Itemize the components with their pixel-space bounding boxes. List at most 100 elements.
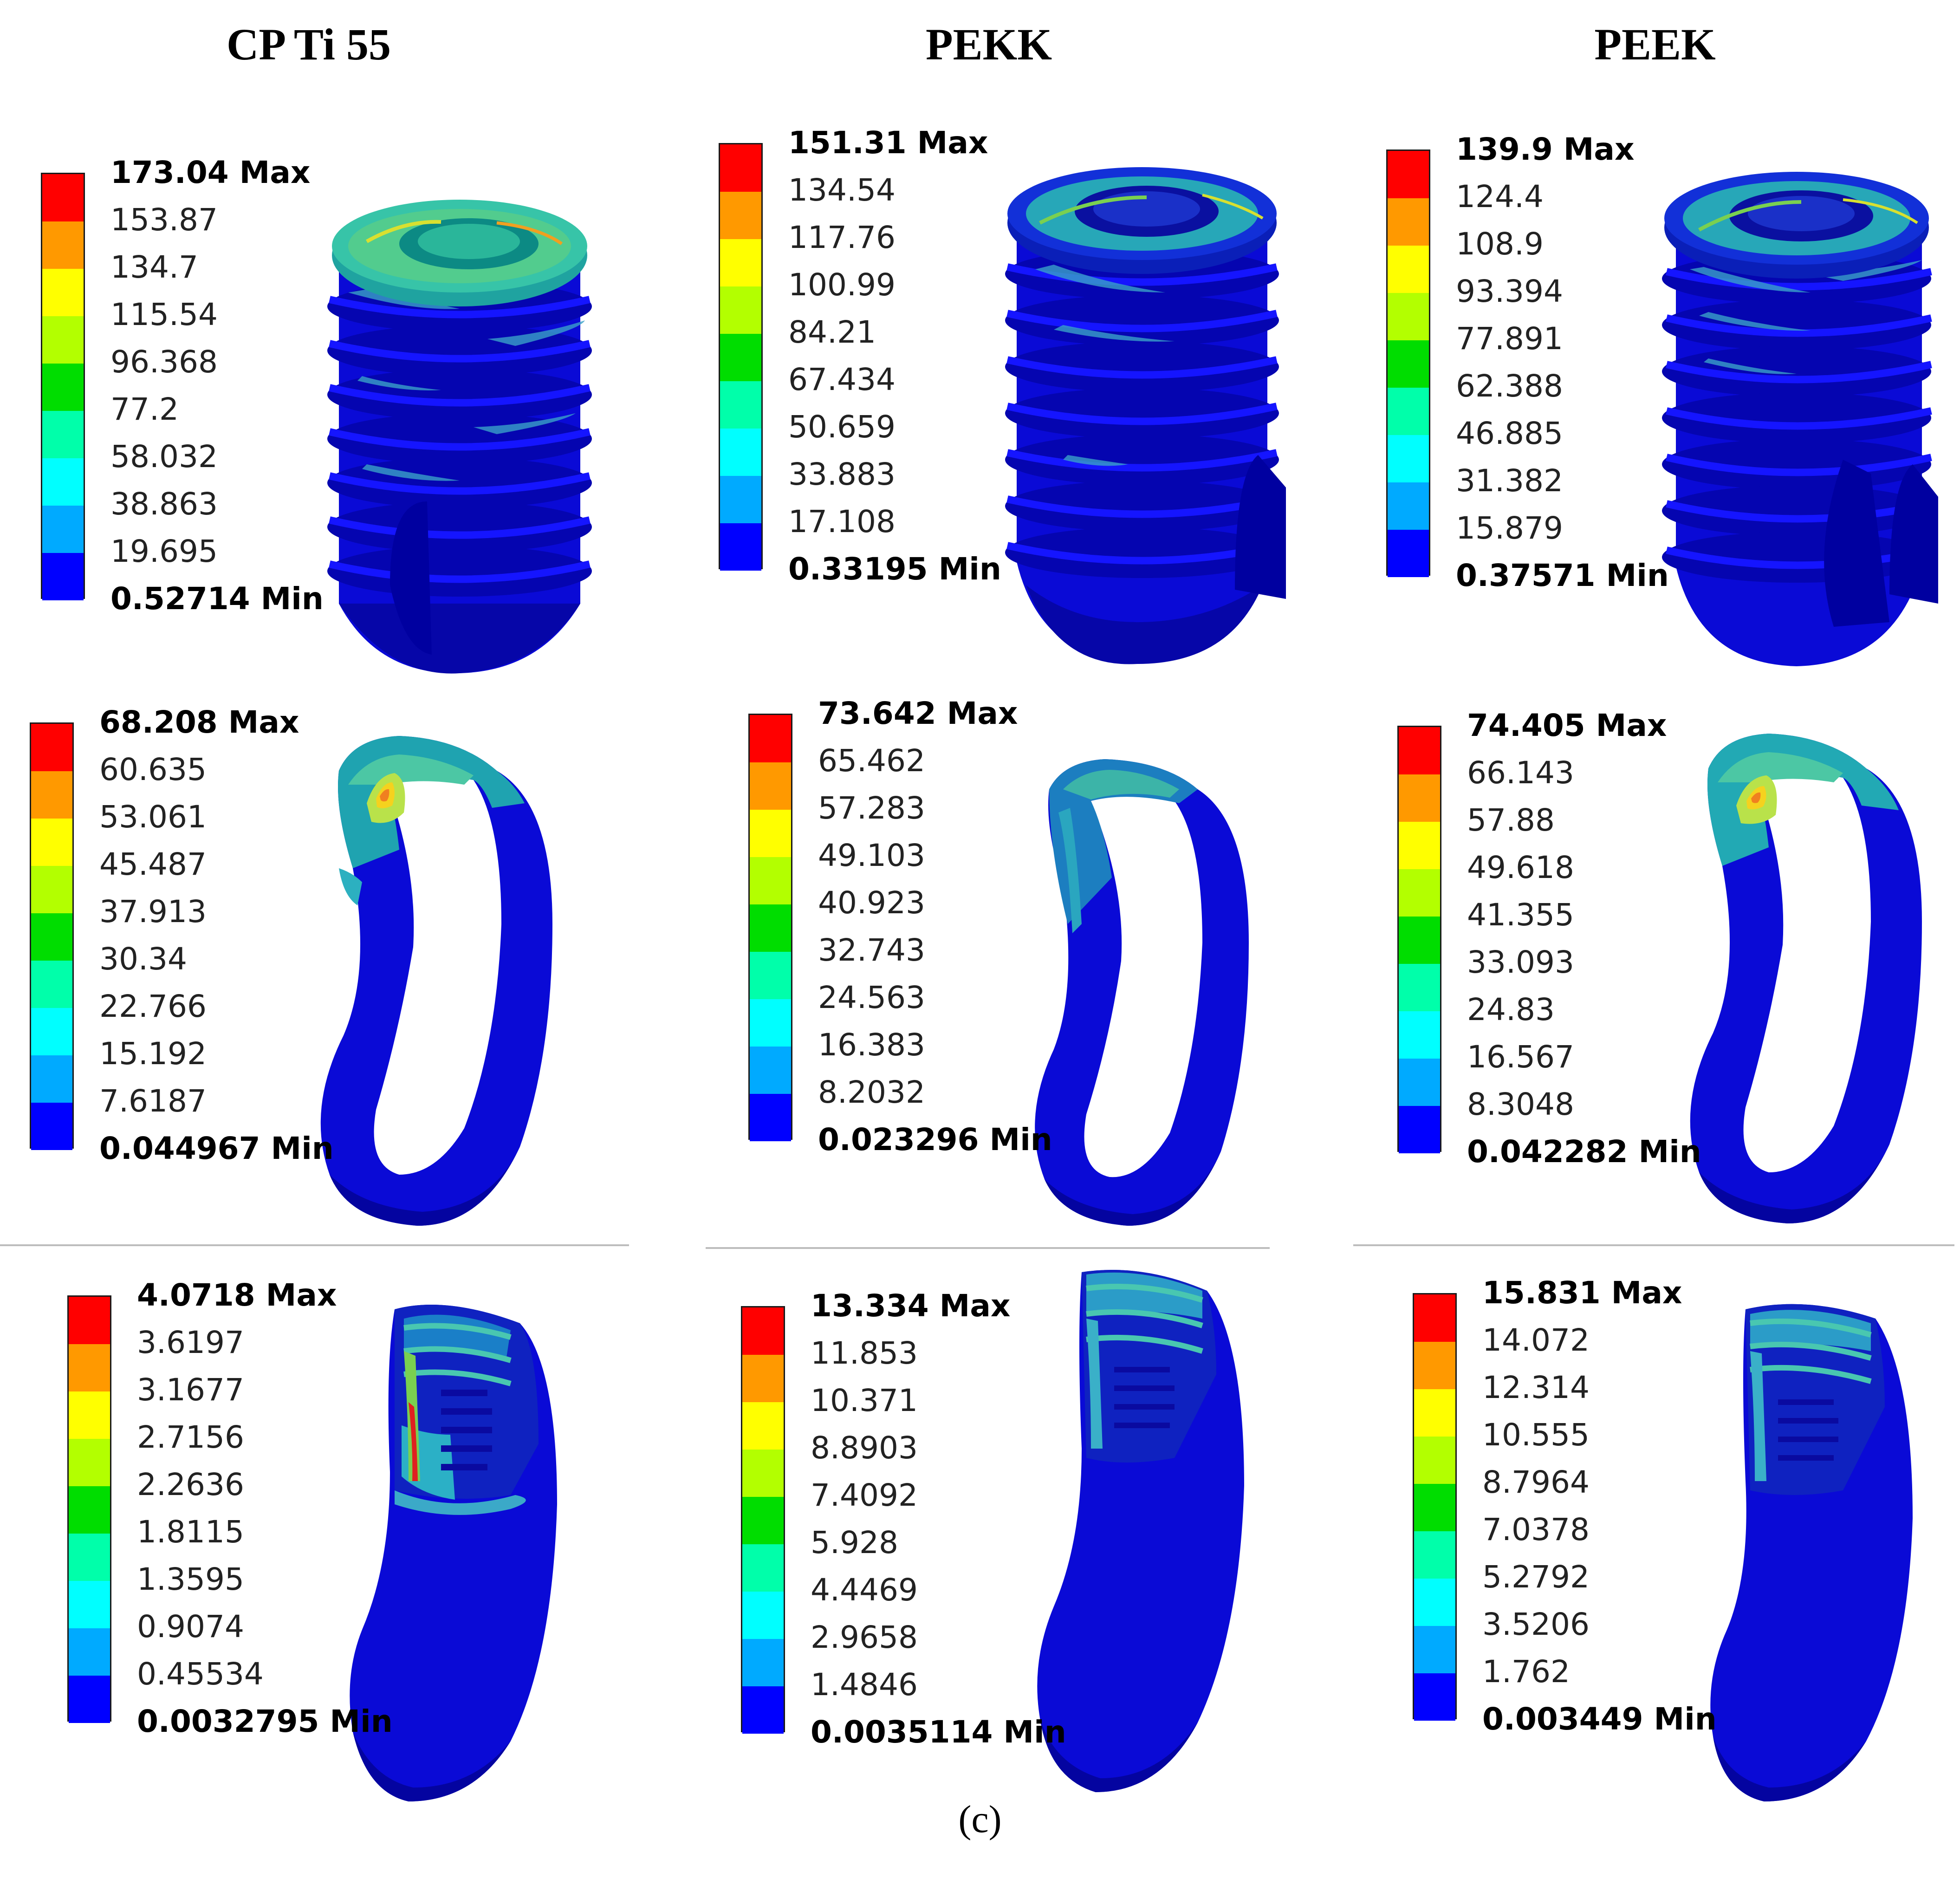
row-divider [706, 1247, 1270, 1249]
legend-colorbar [30, 722, 74, 1150]
legend-band [1388, 435, 1429, 482]
legend-band [69, 1391, 110, 1439]
legend-tick-label: 4.4469 [811, 1572, 918, 1608]
legend-tick-label: 5.2792 [1482, 1559, 1590, 1595]
cancellous-bone-model-peek [1710, 1304, 1913, 1801]
legend-tick-label: 1.762 [1482, 1654, 1570, 1690]
legend-tick-label: 93.394 [1456, 273, 1563, 309]
legend-tick-label: 2.2636 [137, 1467, 244, 1502]
legend-tick-label: 50.659 [788, 409, 896, 445]
legend-band [750, 999, 791, 1047]
legend-band [742, 1307, 784, 1355]
implant-model-peek [1662, 172, 1938, 666]
legend-band [750, 904, 791, 952]
legend-tick-label: 19.695 [110, 533, 218, 569]
legend-tick-label: 41.355 [1467, 897, 1574, 933]
legend-band [720, 192, 761, 239]
legend-band [742, 1592, 784, 1639]
legend-band [69, 1676, 110, 1723]
cancellous-bone-model-pekk [1037, 1270, 1244, 1792]
legend-band [1388, 198, 1429, 246]
legend-band [1399, 964, 1440, 1011]
column-title-pekk: PEKK [925, 20, 1052, 69]
legend-band [42, 316, 84, 364]
legend-band [42, 269, 84, 316]
legend-band [69, 1534, 110, 1581]
legend-tick-label: 12.314 [1482, 1370, 1590, 1405]
legend-tick-label: 49.103 [818, 838, 925, 873]
legend-min-label: 0.023296 Min [818, 1122, 1052, 1157]
legend-band [1414, 1294, 1455, 1342]
legend-band [31, 771, 72, 819]
legend-tick-label: 134.54 [788, 172, 896, 208]
legend-tick-label: 108.9 [1456, 226, 1544, 262]
legend-band [720, 523, 761, 571]
legend-band [1388, 482, 1429, 530]
legend-band [1414, 1342, 1455, 1389]
legend-min-label: 0.37571 Min [1456, 558, 1669, 593]
legend-band [1388, 246, 1429, 293]
legend-tick-label: 16.567 [1467, 1039, 1574, 1075]
legend-colorbar [67, 1295, 111, 1723]
legend-band [1414, 1531, 1455, 1579]
legend-max-label: 13.334 Max [811, 1288, 1011, 1324]
legend-band [1399, 1011, 1440, 1059]
legend-tick-label: 66.143 [1467, 755, 1574, 791]
legend-tick-label: 3.1677 [137, 1372, 244, 1408]
legend-tick-label: 3.6197 [137, 1325, 244, 1360]
legend-band [742, 1544, 784, 1592]
legend-tick-label: 58.032 [110, 439, 218, 475]
legend-tick-label: 62.388 [1456, 368, 1563, 404]
legend-tick-label: 2.9658 [811, 1619, 918, 1655]
legend-colorbar [748, 714, 792, 1141]
legend-min-label: 0.0032795 Min [137, 1703, 393, 1739]
legend-tick-label: 7.6187 [99, 1083, 207, 1119]
legend-tick-label: 15.879 [1456, 510, 1563, 546]
legend-min-label: 0.044967 Min [99, 1131, 334, 1166]
cortical-bone-model-cp-ti-55 [320, 736, 552, 1226]
legend-band [69, 1439, 110, 1486]
legend-tick-label: 0.9074 [137, 1609, 244, 1645]
row-divider [0, 1244, 629, 1246]
legend-tick-label: 1.8115 [137, 1514, 244, 1550]
legend-tick-label: 53.061 [99, 799, 207, 835]
legend-tick-label: 153.87 [110, 202, 218, 238]
legend-band [42, 364, 84, 411]
legend-tick-label: 2.7156 [137, 1419, 244, 1455]
legend-band [720, 334, 761, 381]
legend-band [742, 1639, 784, 1686]
legend-tick-label: 14.072 [1482, 1322, 1590, 1358]
legend-band [720, 429, 761, 476]
legend-colorbar [41, 173, 85, 600]
legend-min-label: 0.52714 Min [110, 581, 324, 617]
legend-colorbar [719, 143, 763, 571]
legend-tick-label: 65.462 [818, 743, 925, 779]
legend-band [1414, 1626, 1455, 1673]
legend-band [1399, 822, 1440, 869]
legend-band [720, 286, 761, 334]
legend-tick-label: 0.45534 [137, 1656, 264, 1692]
legend-tick-label: 8.7964 [1482, 1464, 1590, 1500]
legend-band [720, 144, 761, 192]
legend-band [42, 458, 84, 506]
legend-band [69, 1581, 110, 1628]
legend-band [750, 1047, 791, 1094]
legend-tick-label: 60.635 [99, 752, 207, 787]
legend-tick-label: 67.434 [788, 362, 896, 397]
legend-band [1388, 340, 1429, 388]
legend-band [31, 819, 72, 866]
legend-tick-label: 15.192 [99, 1036, 207, 1072]
legend-tick-label: 96.368 [110, 344, 218, 380]
legend-band [69, 1344, 110, 1391]
legend-band [742, 1355, 784, 1402]
legend-band [742, 1497, 784, 1544]
legend-band [31, 866, 72, 913]
legend-band [69, 1486, 110, 1534]
legend-band [1414, 1389, 1455, 1437]
legend-band [69, 1628, 110, 1676]
legend-band [720, 476, 761, 523]
legend-band [31, 724, 72, 771]
legend-max-label: 15.831 Max [1482, 1275, 1682, 1311]
legend-band [42, 506, 84, 553]
legend-band [31, 913, 72, 961]
